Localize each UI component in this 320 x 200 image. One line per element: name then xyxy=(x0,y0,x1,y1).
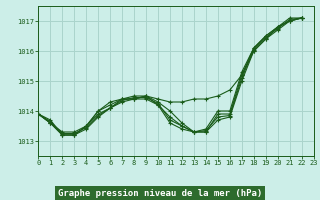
Text: Graphe pression niveau de la mer (hPa): Graphe pression niveau de la mer (hPa) xyxy=(58,189,262,198)
